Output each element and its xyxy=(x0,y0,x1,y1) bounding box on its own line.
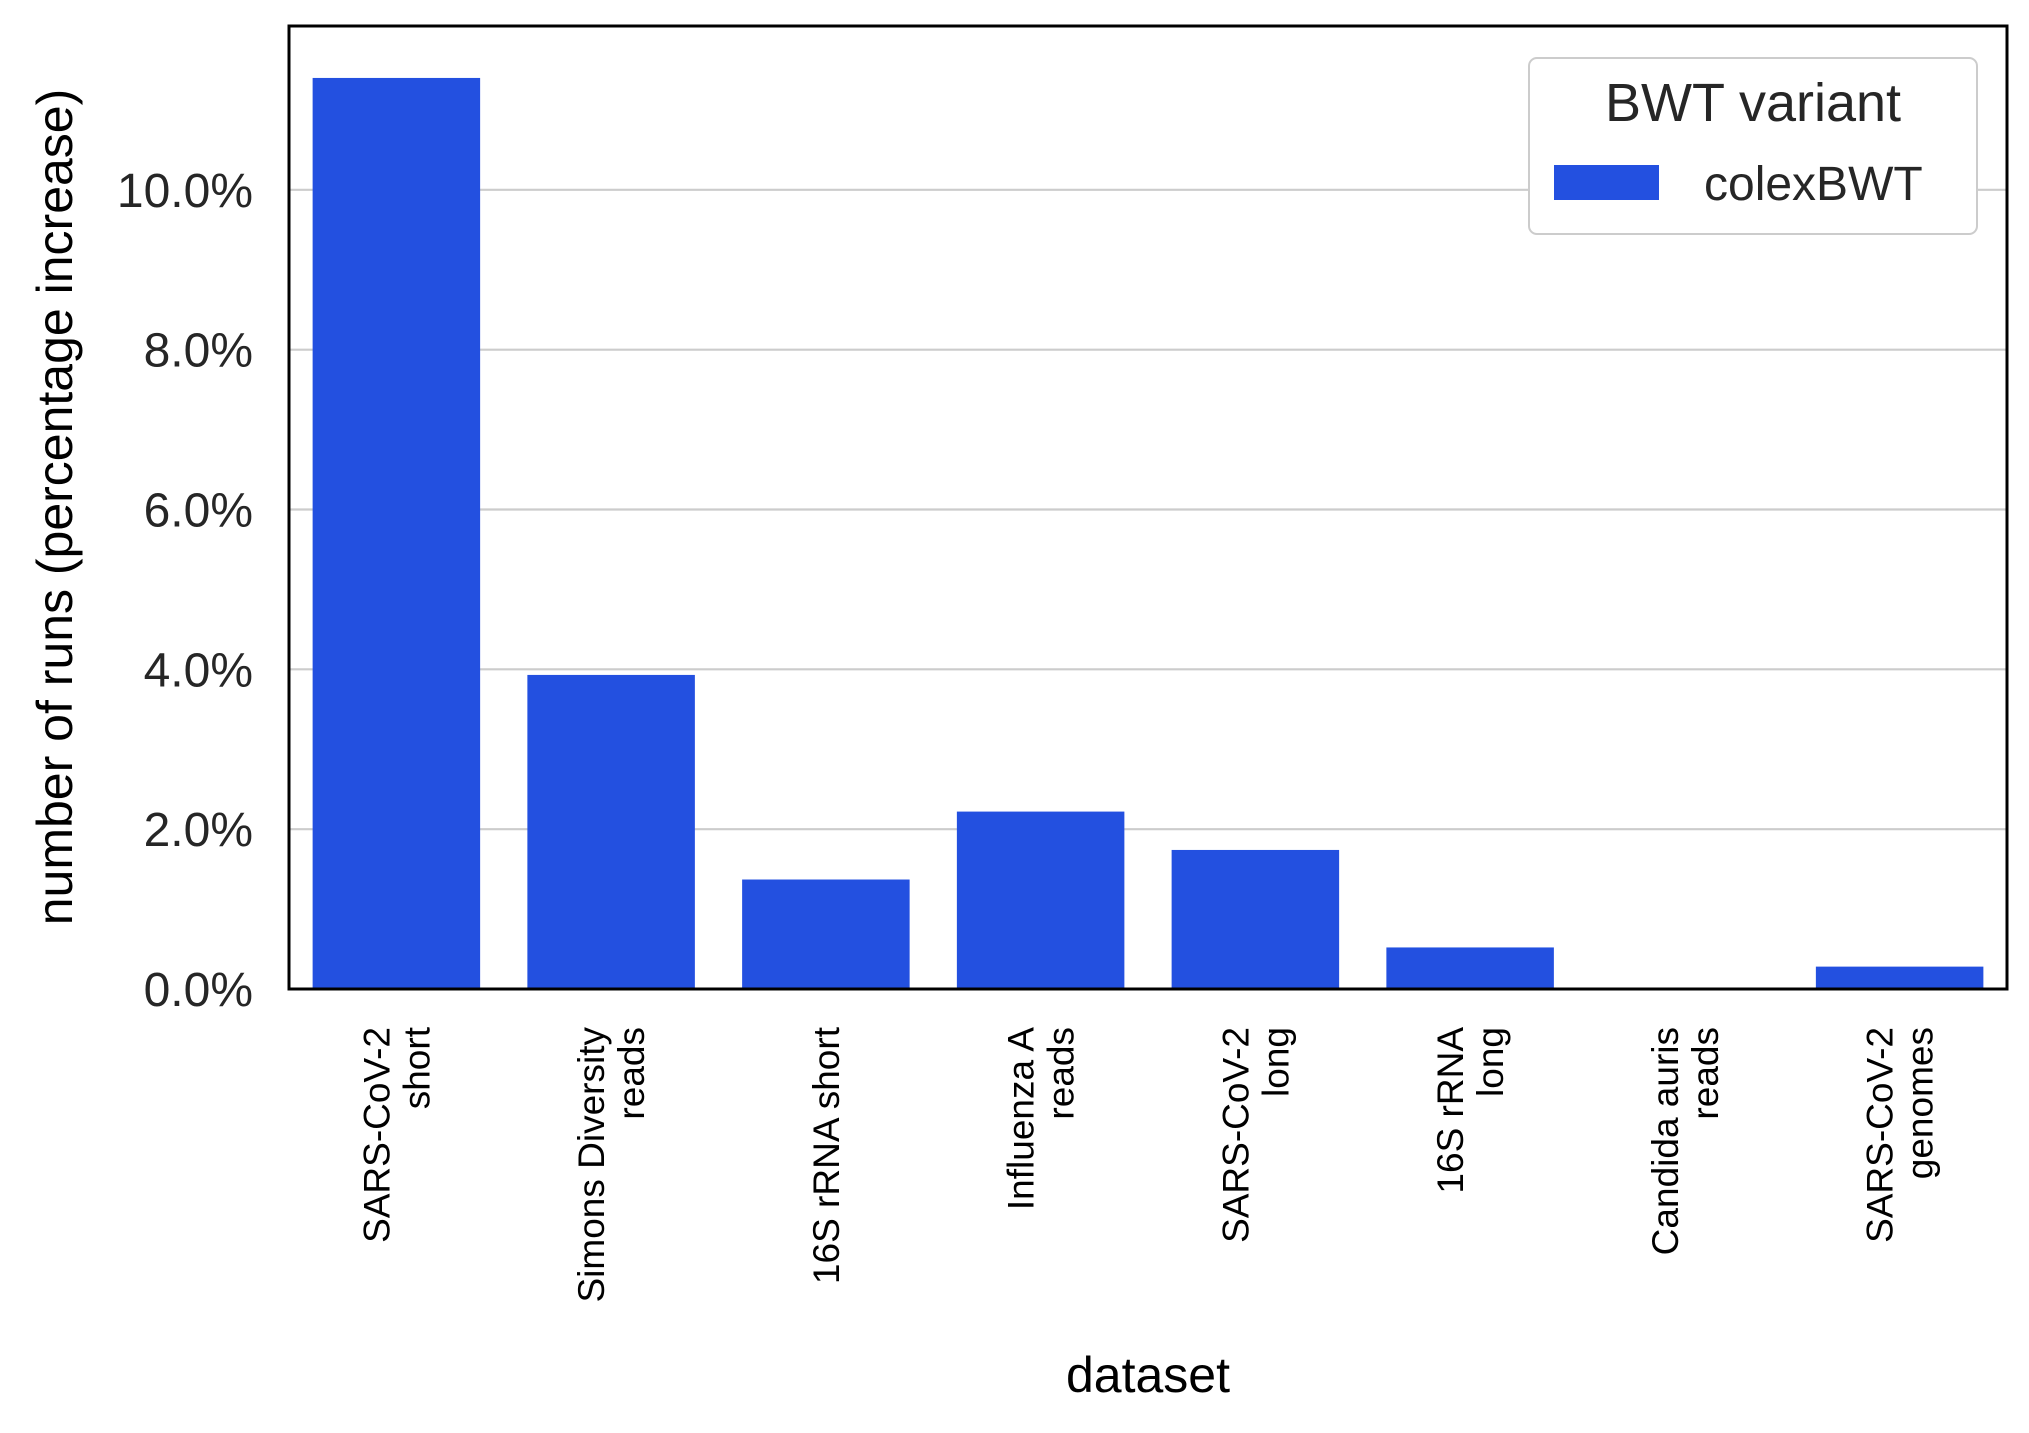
bar xyxy=(1815,966,1984,989)
x-tick-label-line: SARS-CoV-2 xyxy=(1215,1027,1256,1243)
legend-title: BWT variant xyxy=(1605,73,1901,133)
x-tick-label-line: 16S rRNA xyxy=(1430,1027,1471,1194)
x-tick-label: SARS-CoV-2 long xyxy=(1215,1027,1296,1243)
x-tick-label-line: reads xyxy=(1685,1027,1726,1120)
legend: BWT variant colexBWT xyxy=(1528,57,1978,235)
x-tick-label: Simons Diversity reads xyxy=(571,1027,652,1303)
x-tick-label-line: long xyxy=(1255,1027,1296,1097)
bar xyxy=(742,879,910,989)
x-tick-label: SARS-CoV-2 short xyxy=(356,1026,437,1243)
x-tick-label: 16S rRNA long xyxy=(1430,1027,1511,1194)
x-tick-label-line: Simons Diversity xyxy=(571,1027,612,1303)
x-tick-label-line: Influenza A xyxy=(1001,1027,1042,1210)
x-axis-title: dataset xyxy=(1066,1347,1230,1403)
bar xyxy=(527,674,695,989)
x-tick-label-line: reads xyxy=(611,1027,652,1120)
x-tick-label-line: 16S rRNA short xyxy=(806,1026,847,1284)
bar xyxy=(956,811,1125,989)
x-tick-label-line: short xyxy=(396,1026,437,1109)
y-tick-label: 2.0% xyxy=(144,804,253,857)
y-tick-label: 4.0% xyxy=(144,644,253,697)
y-axis-title: number of runs (percentage increase) xyxy=(27,89,83,926)
x-tick-label-line: long xyxy=(1470,1027,1511,1097)
y-tick-label: 8.0% xyxy=(144,325,253,378)
bar xyxy=(312,77,481,990)
x-tick-label-line: Candida auris xyxy=(1645,1027,1686,1255)
x-tick-label-line: genomes xyxy=(1900,1027,1941,1179)
x-tick-label: 16S rRNA short xyxy=(806,1026,847,1284)
bar xyxy=(1171,849,1340,989)
legend-swatch-colexBWT xyxy=(1554,165,1659,200)
x-tick-label-line: SARS-CoV-2 xyxy=(356,1027,397,1243)
plot-frame xyxy=(287,24,2009,991)
legend-label-colexBWT: colexBWT xyxy=(1704,158,1923,211)
x-tick-label-line: SARS-CoV-2 xyxy=(1860,1027,1901,1243)
x-tick-label: SARS-CoV-2 genomes xyxy=(1860,1027,1941,1243)
y-tick-label: 10.0% xyxy=(117,165,253,218)
x-tick-label-line: reads xyxy=(1041,1027,1082,1120)
y-tick-labels: 0.0% 2.0% 4.0% 6.0% 8.0% 10.0% xyxy=(117,165,253,1017)
y-tick-label: 0.0% xyxy=(144,964,253,1017)
y-tick-label: 6.0% xyxy=(144,484,253,537)
bars xyxy=(312,77,1984,990)
x-tick-labels: SARS-CoV-2 short Simons Diversity reads 16S … xyxy=(356,1026,1940,1302)
x-tick-label: Candida auris reads xyxy=(1645,1027,1726,1255)
bar xyxy=(1386,947,1554,989)
